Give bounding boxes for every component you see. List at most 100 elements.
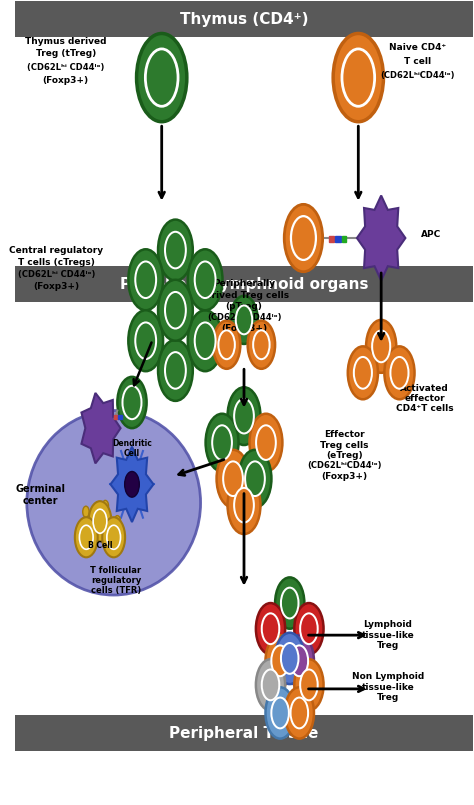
Circle shape: [294, 603, 324, 654]
Circle shape: [135, 323, 156, 359]
Text: derived Treg cells: derived Treg cells: [199, 291, 289, 299]
Text: tissue-like: tissue-like: [362, 630, 414, 640]
Text: Germinal
center: Germinal center: [16, 484, 65, 506]
Circle shape: [366, 320, 396, 373]
Circle shape: [228, 387, 260, 445]
Text: effector: effector: [404, 394, 445, 403]
Circle shape: [89, 502, 111, 541]
Circle shape: [228, 477, 260, 534]
Circle shape: [102, 518, 125, 557]
Circle shape: [256, 659, 285, 711]
Circle shape: [107, 525, 120, 549]
Bar: [114, 415, 118, 419]
Circle shape: [300, 613, 318, 644]
Circle shape: [247, 320, 275, 369]
Circle shape: [342, 49, 374, 106]
FancyBboxPatch shape: [15, 716, 473, 751]
Circle shape: [256, 425, 276, 460]
Circle shape: [188, 310, 222, 371]
Circle shape: [128, 250, 163, 310]
Text: (CD62LʰⁱCD44ˡᵒ): (CD62LʰⁱCD44ˡᵒ): [381, 71, 455, 80]
Circle shape: [165, 352, 186, 389]
Circle shape: [165, 292, 186, 328]
Text: Treg (tTreg): Treg (tTreg): [36, 49, 96, 58]
Circle shape: [333, 34, 383, 122]
Circle shape: [348, 346, 378, 399]
Text: Treg cells: Treg cells: [320, 440, 369, 449]
Text: Central regulatory: Central regulatory: [9, 246, 104, 254]
Circle shape: [391, 357, 409, 389]
Text: Peripherally: Peripherally: [213, 279, 275, 288]
Text: B Cell: B Cell: [88, 541, 112, 550]
Circle shape: [212, 425, 232, 460]
Text: (eTreg): (eTreg): [326, 451, 363, 460]
Circle shape: [195, 323, 216, 359]
Circle shape: [219, 330, 235, 359]
Circle shape: [271, 698, 289, 729]
Text: Dendritic
Cell: Dendritic Cell: [112, 439, 152, 458]
Circle shape: [158, 280, 193, 341]
FancyBboxPatch shape: [15, 2, 473, 38]
Text: (Foxp3+): (Foxp3+): [34, 283, 80, 291]
Bar: [328, 236, 334, 242]
Circle shape: [265, 687, 295, 739]
Text: (CD62LʰⁱCD44ˡᵒ): (CD62LʰⁱCD44ˡᵒ): [207, 313, 281, 322]
Circle shape: [284, 204, 323, 272]
Polygon shape: [357, 196, 405, 281]
Text: (Foxp3+): (Foxp3+): [221, 324, 267, 333]
Circle shape: [281, 643, 299, 674]
Text: Thymus (CD4⁺): Thymus (CD4⁺): [180, 12, 308, 27]
Text: Naive CD4⁺: Naive CD4⁺: [389, 43, 447, 52]
Circle shape: [238, 450, 272, 508]
Polygon shape: [110, 447, 154, 522]
Circle shape: [217, 450, 249, 508]
Circle shape: [249, 414, 283, 472]
Circle shape: [285, 635, 314, 687]
Circle shape: [213, 320, 240, 369]
Circle shape: [83, 506, 89, 518]
Circle shape: [146, 49, 178, 106]
Circle shape: [195, 262, 216, 298]
Circle shape: [75, 518, 98, 557]
Circle shape: [253, 330, 270, 359]
Text: (Foxp3+): (Foxp3+): [43, 76, 89, 85]
Circle shape: [275, 577, 304, 629]
Circle shape: [125, 472, 139, 497]
Text: APC: APC: [421, 229, 442, 238]
Text: (Foxp3+): (Foxp3+): [321, 472, 368, 481]
Circle shape: [291, 217, 316, 260]
Circle shape: [262, 613, 279, 644]
Text: Peripheral Tissue: Peripheral Tissue: [169, 726, 319, 741]
Text: Effector: Effector: [324, 430, 365, 439]
Text: (pTreg): (pTreg): [226, 302, 263, 311]
Text: T cell: T cell: [404, 57, 431, 66]
Text: Treg: Treg: [377, 641, 399, 650]
Polygon shape: [82, 393, 120, 464]
Circle shape: [135, 262, 156, 298]
Text: Treg: Treg: [377, 693, 399, 702]
Circle shape: [300, 670, 318, 700]
Circle shape: [158, 340, 193, 401]
Circle shape: [372, 331, 390, 362]
Circle shape: [256, 603, 285, 654]
Circle shape: [158, 220, 193, 281]
Circle shape: [165, 232, 186, 268]
Text: T cells (cTregs): T cells (cTregs): [18, 258, 95, 266]
Text: CD4⁺T cells: CD4⁺T cells: [396, 404, 454, 414]
Circle shape: [128, 310, 163, 371]
Circle shape: [102, 530, 109, 542]
Circle shape: [262, 670, 279, 700]
Circle shape: [230, 295, 258, 344]
Circle shape: [384, 346, 415, 399]
Circle shape: [294, 659, 324, 711]
Circle shape: [118, 377, 146, 428]
Text: Non Lymphoid: Non Lymphoid: [352, 672, 424, 681]
Circle shape: [275, 633, 304, 684]
Circle shape: [354, 357, 372, 389]
Text: T follicular
regulatory
cells (TFR): T follicular regulatory cells (TFR): [91, 566, 142, 596]
Circle shape: [206, 414, 238, 472]
Circle shape: [93, 510, 107, 533]
FancyBboxPatch shape: [15, 266, 473, 302]
Circle shape: [234, 398, 254, 433]
Bar: [118, 415, 122, 419]
